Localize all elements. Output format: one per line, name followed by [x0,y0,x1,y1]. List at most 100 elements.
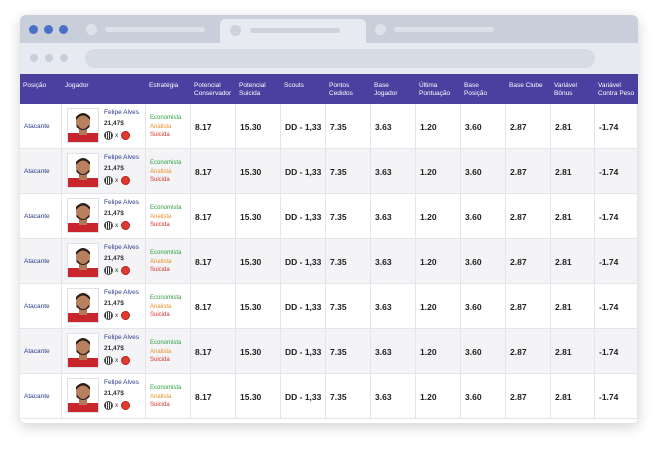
player-name[interactable]: Felipe Alves [104,154,140,161]
column-header: Última Pontuação [419,82,451,97]
table-cell [20,239,62,284]
cell-value: DD - 1,33 [285,256,322,267]
cell-value: 1.20 [420,391,437,402]
table-cell [236,149,281,194]
home-crest [104,221,113,230]
player-name[interactable]: Felipe Alves [104,379,140,386]
table-cell [281,104,326,149]
position-link[interactable]: Atacante [24,213,50,220]
table-cell [416,194,461,239]
cell-value: 8.17 [195,391,212,402]
player-price: 21,47$ [104,390,124,397]
table-cell [595,284,638,329]
table-cell [326,374,371,419]
cell-value: 3.63 [375,121,392,132]
nav-button[interactable] [60,54,68,62]
cell-value: -1.74 [599,256,619,267]
table-cell [191,149,236,194]
position-link[interactable]: Atacante [24,123,50,130]
cell-value: 2.81 [555,301,572,312]
cell-value: 2.81 [555,346,572,357]
table-row: Atacante Felipe Alves 21,47$ x Economista Ana… [20,239,638,284]
cell-value: 15.30 [240,301,262,312]
cell-value: 7.35 [330,166,347,177]
cell-value: 7.35 [330,211,347,222]
position-link[interactable]: Atacante [24,258,50,265]
table-cell [506,284,551,329]
table-cell [146,329,191,374]
table-cell [236,194,281,239]
table-cell [281,329,326,374]
table-row: Atacante Felipe Alves 21,47$ x Economista Ana… [20,104,638,149]
cell-value: 3.60 [465,121,482,132]
address-bar[interactable] [85,49,595,68]
column-header: Variável Bônus [554,82,578,97]
cell-value: 7.35 [330,121,347,132]
table-cell [416,284,461,329]
table-cell [62,104,146,149]
position-link[interactable]: Atacante [24,393,50,400]
away-crest [121,311,130,320]
cell-value: DD - 1,33 [285,121,322,132]
strategy: Suicida [150,402,170,408]
cell-value: 8.17 [195,346,212,357]
table-cell [191,374,236,419]
player-name[interactable]: Felipe Alves [104,109,140,116]
table-cell [62,239,146,284]
home-crest [104,131,113,140]
table-row: Atacante Felipe Alves 21,47$ x Economista Ana… [20,149,638,194]
away-crest [121,266,130,275]
player-avatar [68,158,98,187]
away-crest [121,401,130,410]
cell-value: -1.74 [599,121,619,132]
table-cell [461,374,506,419]
player-photo [67,108,99,143]
cell-value: 15.30 [240,211,262,222]
table-cell [146,284,191,329]
cell-value: 3.63 [375,166,392,177]
position-link[interactable]: Atacante [24,168,50,175]
strategy: Economista [150,160,182,166]
position-link[interactable]: Atacante [24,348,50,355]
cell-value: 2.81 [555,166,572,177]
player-name[interactable]: Felipe Alves [104,244,140,251]
nav-button[interactable] [45,54,53,62]
tab-title [250,28,340,33]
nav-button[interactable] [30,54,38,62]
table-cell [551,284,595,329]
cell-value: 15.30 [240,346,262,357]
strategy: Economista [150,205,182,211]
player-name[interactable]: Felipe Alves [104,334,140,341]
table-header [20,74,638,104]
player-avatar [68,293,98,322]
away-crest [121,221,130,230]
strategy: Economista [150,340,182,346]
column-header: Base Posição [464,82,488,97]
cell-value: 2.87 [510,391,527,402]
player-price: 21,47$ [104,210,124,217]
table-cell [326,104,371,149]
cell-value: 7.35 [330,346,347,357]
table-cell [371,104,416,149]
player-avatar [68,248,98,277]
table-cell [416,239,461,284]
table-cell [20,194,62,239]
position-link[interactable]: Atacante [24,303,50,310]
table-cell [371,329,416,374]
table-cell [146,194,191,239]
versus: x [115,267,119,274]
player-name[interactable]: Felipe Alves [104,199,140,206]
table-cell [461,104,506,149]
away-crest [121,356,130,365]
player-avatar [68,338,98,367]
cell-value: -1.74 [599,346,619,357]
strategy: Economista [150,115,182,121]
player-name[interactable]: Felipe Alves [104,289,140,296]
table-cell [191,329,236,374]
table-cell [326,194,371,239]
player-photo [67,243,99,278]
player-avatar [68,113,98,142]
table-cell [191,239,236,284]
cell-value: 8.17 [195,166,212,177]
table-cell [506,239,551,284]
